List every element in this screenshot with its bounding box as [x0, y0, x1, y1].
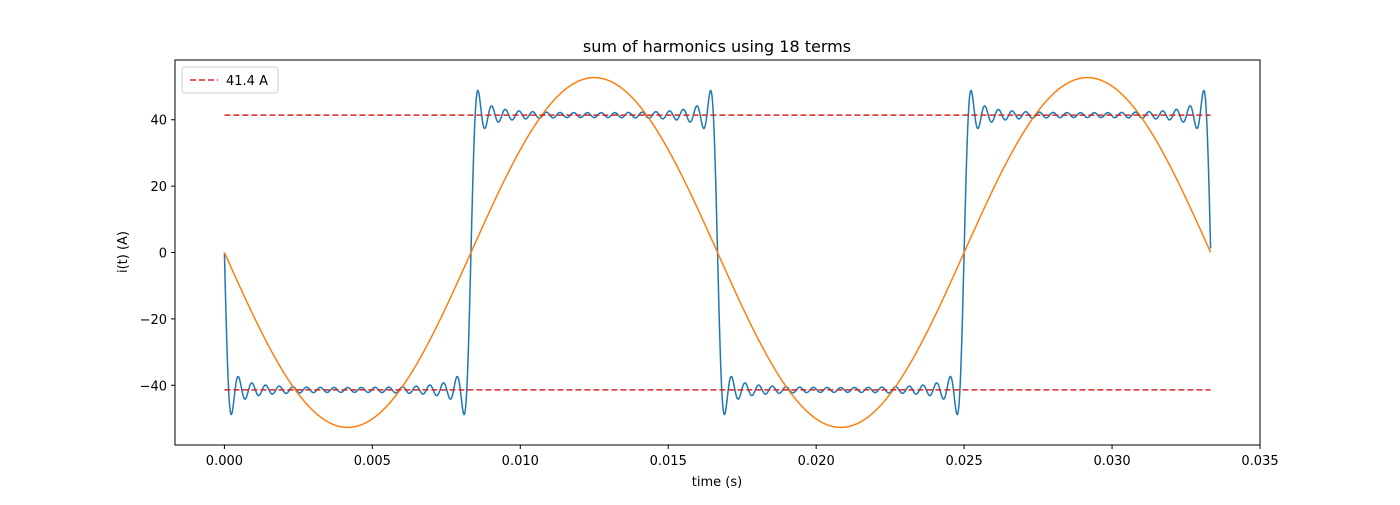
x-tick-label: 0.020 — [798, 454, 835, 469]
series-line-fundamental — [223, 76, 1212, 429]
y-tick-label: 0 — [159, 247, 167, 262]
x-tick-label: 0.025 — [946, 454, 983, 469]
legend-box — [181, 66, 279, 94]
legend-label-41-4-a: 41.4 A — [226, 74, 268, 89]
y-tick-label: −20 — [140, 313, 167, 328]
x-tick-label: 0.035 — [1241, 454, 1278, 469]
y-axis-label: i(t) (A) — [116, 231, 131, 273]
x-tick-label: 0.005 — [354, 454, 391, 469]
x-tick-label: 0.030 — [1093, 454, 1130, 469]
x-tick-label: 0.015 — [650, 454, 687, 469]
x-axis: 0.000 0.005 0.010 0.015 0.020 0.025 0.030 0.035 — [206, 445, 1279, 469]
x-axis-label: time (s) — [692, 475, 742, 490]
x-tick-label: 0.000 — [206, 454, 243, 469]
legend: 41.4 A — [181, 66, 279, 94]
y-tick-label: −40 — [140, 379, 167, 394]
x-tick-label: 0.010 — [502, 454, 539, 469]
plot-area — [223, 76, 1212, 429]
chart-title: sum of harmonics using 18 terms — [583, 37, 851, 56]
series-line-square-wave — [223, 89, 1212, 416]
y-tick-label: 40 — [150, 114, 167, 129]
y-axis: −40 −20 0 20 40 — [140, 114, 175, 394]
y-tick-label: 20 — [150, 180, 167, 195]
